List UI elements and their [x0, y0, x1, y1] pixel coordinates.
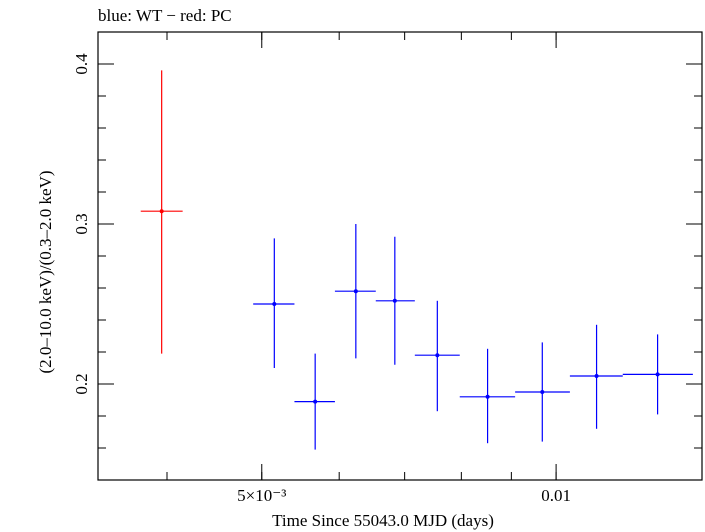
y-tick-label: 0.2	[72, 373, 91, 394]
point-marker	[485, 394, 490, 399]
data-point-wt	[459, 348, 516, 444]
data-marks	[140, 70, 693, 450]
y-axis-label: (2.0–10.0 keV)/(0.3–2.0 keV)	[36, 170, 55, 373]
point-marker	[655, 372, 660, 377]
point-marker	[353, 289, 358, 294]
data-point-wt	[375, 236, 415, 365]
point-marker	[540, 390, 545, 394]
point-marker	[272, 302, 277, 306]
data-point-wt	[334, 224, 376, 359]
y-tick-label: 0.4	[72, 53, 91, 75]
point-marker	[159, 209, 164, 214]
plot-frame	[97, 31, 703, 481]
point-marker	[594, 374, 599, 378]
axis-ticks: 5×10⁻³ 0.01 0.2 0.3 0.4	[72, 31, 702, 505]
x-tick-label: 0.01	[541, 486, 571, 505]
data-point-wt	[294, 353, 335, 450]
x-axis-label: Time Since 55043.0 MJD (days)	[272, 511, 494, 530]
point-marker	[435, 353, 440, 358]
point-marker	[313, 399, 318, 404]
data-point-wt	[515, 342, 570, 442]
point-marker	[392, 298, 397, 303]
x-tick-label: 5×10⁻³	[237, 486, 286, 505]
data-point-wt	[569, 324, 623, 429]
chart-title: blue: WT − red: PC	[98, 6, 232, 25]
y-tick-label: 0.3	[72, 213, 91, 234]
data-point-wt	[414, 300, 460, 412]
data-point-wt	[253, 238, 295, 368]
data-point-pc	[140, 70, 183, 354]
data-point-wt	[622, 334, 693, 415]
